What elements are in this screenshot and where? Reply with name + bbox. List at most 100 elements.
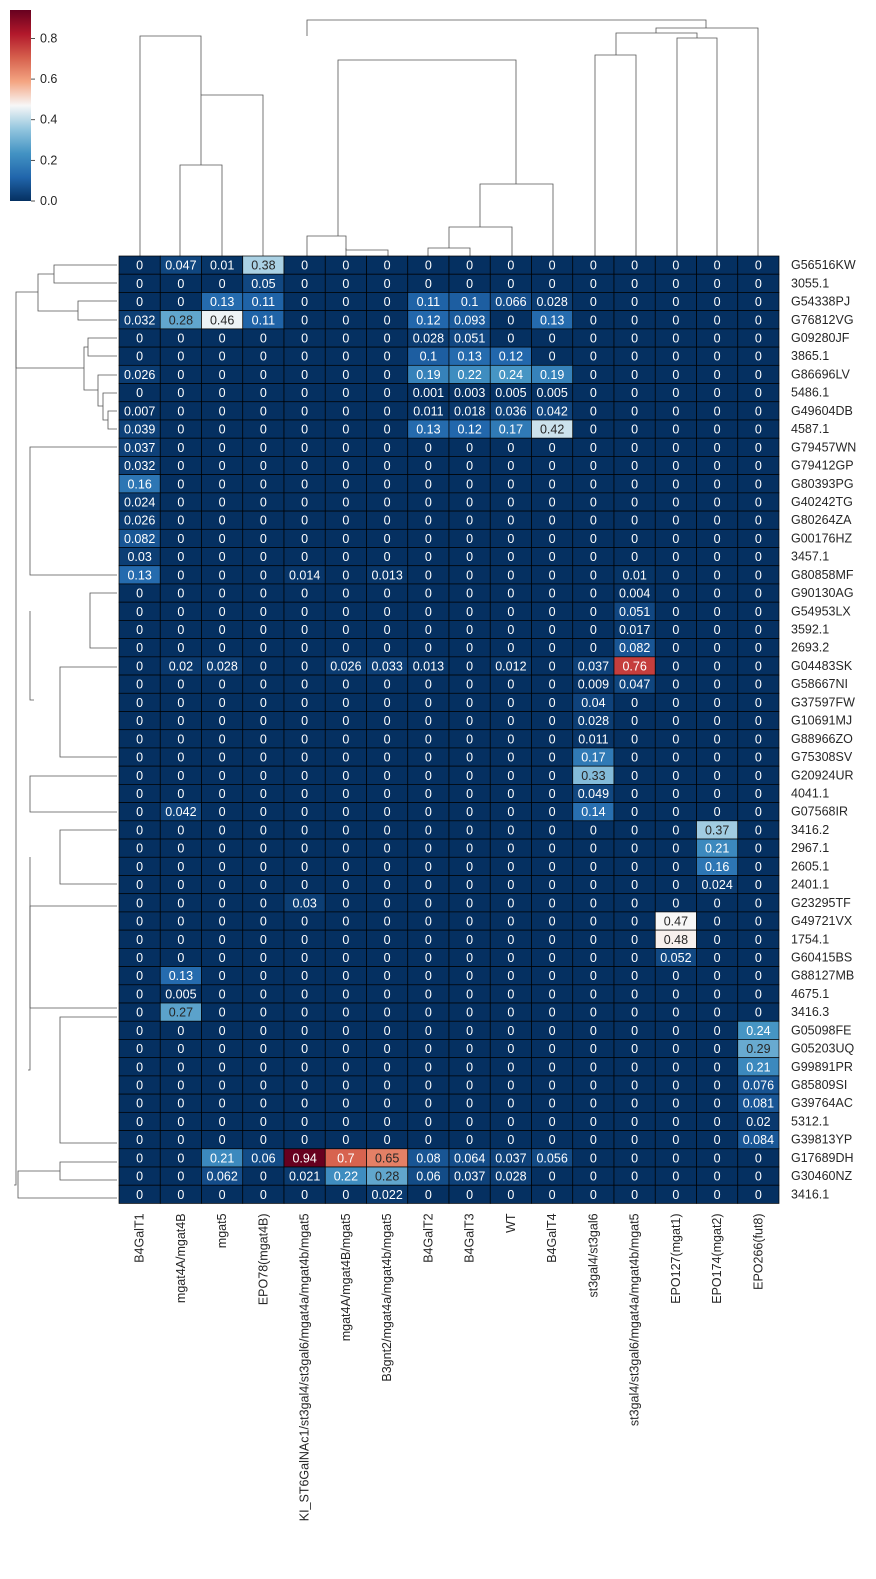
cell-value-label: 0 — [466, 860, 473, 874]
cell-value-label: 0 — [507, 495, 514, 509]
cell-value-label: 0 — [631, 860, 638, 874]
cell-value-label: 0 — [177, 386, 184, 400]
cell-value-label: 0 — [631, 259, 638, 273]
cell-value-label: 0 — [549, 623, 556, 637]
cell-value-label: 0.037 — [495, 1151, 526, 1165]
cell-value-label: 0 — [136, 1079, 143, 1093]
cell-value-label: 0 — [301, 933, 308, 947]
cell-value-label: 0 — [301, 477, 308, 491]
cell-value-label: 0 — [342, 1133, 349, 1147]
cell-value-label: 0 — [714, 350, 721, 364]
cell-value-label: 0 — [260, 787, 267, 801]
cell-value-label: 0 — [755, 878, 762, 892]
cell-value-label: 0 — [425, 514, 432, 528]
cell-value-label: 0 — [260, 623, 267, 637]
cell-value-label: 0 — [549, 951, 556, 965]
cell-value-label: 0 — [342, 404, 349, 418]
cell-value-label: 0 — [219, 605, 226, 619]
cell-value-label: 0 — [755, 951, 762, 965]
cell-value-label: 0 — [260, 751, 267, 765]
cell-value-label: 0 — [136, 933, 143, 947]
cell-value-label: 0 — [260, 1060, 267, 1074]
cell-value-label: 0 — [136, 915, 143, 929]
cell-value-label: 0 — [136, 331, 143, 345]
cell-value-label: 0 — [177, 295, 184, 309]
cell-value-label: 0 — [219, 933, 226, 947]
cell-value-label: 0 — [301, 1024, 308, 1038]
cell-value-label: 0 — [631, 915, 638, 929]
cell-value-label: 0.005 — [165, 987, 196, 1001]
cell-value-label: 0 — [507, 860, 514, 874]
cell-value-label: 0 — [177, 1097, 184, 1111]
cell-value-label: 0 — [219, 550, 226, 564]
cell-value-label: 0 — [590, 477, 597, 491]
cell-value-label: 0 — [136, 678, 143, 692]
cell-value-label: 0 — [672, 805, 679, 819]
cell-value-label: 0.028 — [495, 1170, 526, 1184]
cell-value-label: 0 — [177, 823, 184, 837]
row-label: 3865.1 — [791, 349, 829, 363]
cell-value-label: 0 — [219, 860, 226, 874]
cell-value-label: 0 — [507, 805, 514, 819]
cell-value-label: 0 — [631, 350, 638, 364]
cell-value-label: 0 — [507, 878, 514, 892]
cell-value-label: 0 — [672, 368, 679, 382]
cell-value-label: 0 — [301, 751, 308, 765]
row-label: G58667NI — [791, 677, 848, 691]
cell-value-label: 0 — [301, 787, 308, 801]
cell-value-label: 0 — [301, 423, 308, 437]
cell-value-label: 0 — [219, 1115, 226, 1129]
cell-value-label: 0 — [631, 532, 638, 546]
cell-value-label: 0 — [549, 587, 556, 601]
cell-value-label: 0 — [631, 896, 638, 910]
cell-value-label: 0 — [260, 1133, 267, 1147]
cell-value-label: 0 — [260, 1024, 267, 1038]
cell-value-label: 0 — [714, 915, 721, 929]
cell-value-label: 0 — [136, 605, 143, 619]
cell-value-label: 0 — [260, 550, 267, 564]
cell-value-label: 0 — [342, 805, 349, 819]
cell-value-label: 0 — [466, 568, 473, 582]
cell-value-label: 0 — [631, 805, 638, 819]
cell-value-label: 0.94 — [292, 1151, 316, 1165]
cell-value-label: 0.026 — [124, 514, 155, 528]
cell-value-label: 0 — [425, 860, 432, 874]
cell-value-label: 0 — [672, 623, 679, 637]
cell-value-label: 0 — [466, 896, 473, 910]
cell-value-label: 0 — [384, 1079, 391, 1093]
cell-value-label: 0 — [507, 678, 514, 692]
cell-value-label: 0 — [177, 532, 184, 546]
cell-value-label: 0 — [755, 404, 762, 418]
cell-value-label: 0 — [549, 823, 556, 837]
cell-value-label: 0 — [466, 1079, 473, 1093]
cell-value-label: 0 — [672, 459, 679, 473]
cell-value-label: 0 — [549, 441, 556, 455]
cell-value-label: 0 — [466, 1097, 473, 1111]
cell-value-label: 0 — [466, 459, 473, 473]
cell-value-label: 0 — [672, 1170, 679, 1184]
cell-value-label: 0 — [507, 313, 514, 327]
cell-value-label: 0 — [342, 1115, 349, 1129]
cell-value-label: 0 — [260, 805, 267, 819]
cell-value-label: 0 — [301, 623, 308, 637]
cell-value-label: 0 — [631, 1006, 638, 1020]
cell-value-label: 0 — [219, 532, 226, 546]
colorbar: 0.0 0.2 0.4 0.6 0.8 — [10, 10, 57, 208]
cell-value-label: 0 — [136, 350, 143, 364]
cell-value-label: 0 — [384, 331, 391, 345]
cell-value-label: 0 — [177, 1042, 184, 1056]
cell-value-label: 0.13 — [210, 295, 234, 309]
cell-value-label: 0.01 — [210, 259, 234, 273]
cell-value-label: 0 — [425, 550, 432, 564]
cell-value-label: 0 — [631, 386, 638, 400]
cell-value-label: 0 — [590, 1133, 597, 1147]
cell-value-label: 0 — [631, 714, 638, 728]
cell-value-label: 0 — [342, 350, 349, 364]
cell-value-label: 0 — [342, 860, 349, 874]
cell-value-label: 0 — [507, 751, 514, 765]
cell-value-label: 0 — [260, 477, 267, 491]
cell-value-label: 0 — [631, 368, 638, 382]
cell-value-label: 0.01 — [622, 568, 646, 582]
cell-value-label: 0 — [755, 896, 762, 910]
cell-value-label: 0 — [507, 1079, 514, 1093]
